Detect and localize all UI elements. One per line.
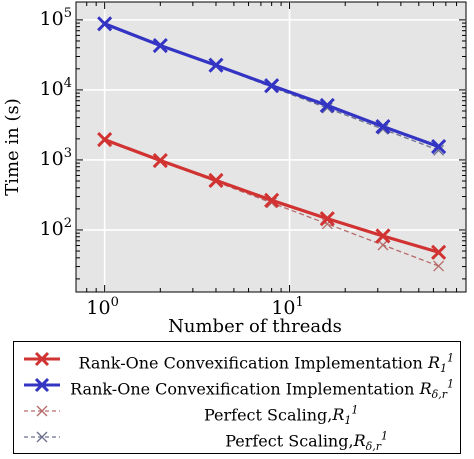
legend-name-series-3: Perfect Scaling, [204,405,333,425]
legend-math-series-1: R11 [427,352,454,376]
y-tick-label-3: 104 [40,76,72,100]
legend-name-series-2: Rank-One Convexification Implementation [70,379,415,399]
y-axis-label: Time in (s) [2,98,23,196]
series-1-point-7 [431,244,447,260]
legend-swatch-series-1 [24,351,60,367]
tick-labels: 100 101 102 103 104 105 [40,6,304,319]
legend-label-series-3: Perfect Scaling,R11 [204,400,358,433]
legend-label-series-2: Rank-One Convexification Implementation … [70,374,454,407]
legend: Rank-One Convexification Implementation … [13,341,461,454]
legend-entry-series-3: Perfect Scaling,R11 [14,398,460,428]
y-tick-label-2: 103 [40,146,72,170]
legend-label-series-4: Perfect Scaling,Rδ,r1 [225,426,388,459]
series-2-point-7 [431,139,447,155]
x-tick-label-2: 101 [271,295,303,319]
legend-entry-series-1: Rank-One Convexification Implementation … [14,346,460,376]
plot-area [75,1,467,293]
series-2-point-4 [264,78,280,94]
series-2-point-1 [97,16,113,32]
x-axis-label: Number of threads [168,316,342,337]
x-tick-label-1: 100 [86,295,118,319]
legend-swatch-series-2 [24,377,60,393]
chart: 100 101 102 103 104 105 Number of threads Tim… [2,1,467,337]
y-tick-label-1: 102 [40,216,72,240]
grid [76,2,466,292]
legend-swatch-series-3 [24,405,60,417]
series-layer [97,16,447,272]
legend-label-series-1: Rank-One Convexification Implementation … [79,348,454,381]
legend-math-series-3: R11 [332,404,359,428]
series-2-point-2 [152,37,168,54]
legend-name-series-4: Perfect Scaling, [225,431,354,451]
series-2-point-6 [375,118,391,135]
legend-name-series-1: Rank-One Convexification Implementation [78,353,423,373]
y-tick-label-4: 105 [40,6,72,30]
legend-math-series-2: Rδ,r1 [419,378,454,402]
legend-entry-series-4: Perfect Scaling,Rδ,r1 [14,424,460,454]
series-1-point-4 [264,192,280,208]
ticks [75,2,467,292]
legend-entry-series-2: Rank-One Convexification Implementation … [14,372,460,402]
legend-swatch-series-4 [24,431,60,443]
series-3-point-6 [377,239,389,251]
series-2-point-5 [319,97,335,113]
series-1-point-3 [208,172,224,188]
series-1-point-1 [97,132,113,148]
legend-math-series-4: Rδ,r1 [353,430,388,454]
series-1-point-5 [319,211,335,227]
series-1-point-6 [375,228,391,244]
series-1-point-2 [152,152,168,169]
series-3-point-7 [433,260,445,272]
series-2-point-3 [208,57,224,73]
